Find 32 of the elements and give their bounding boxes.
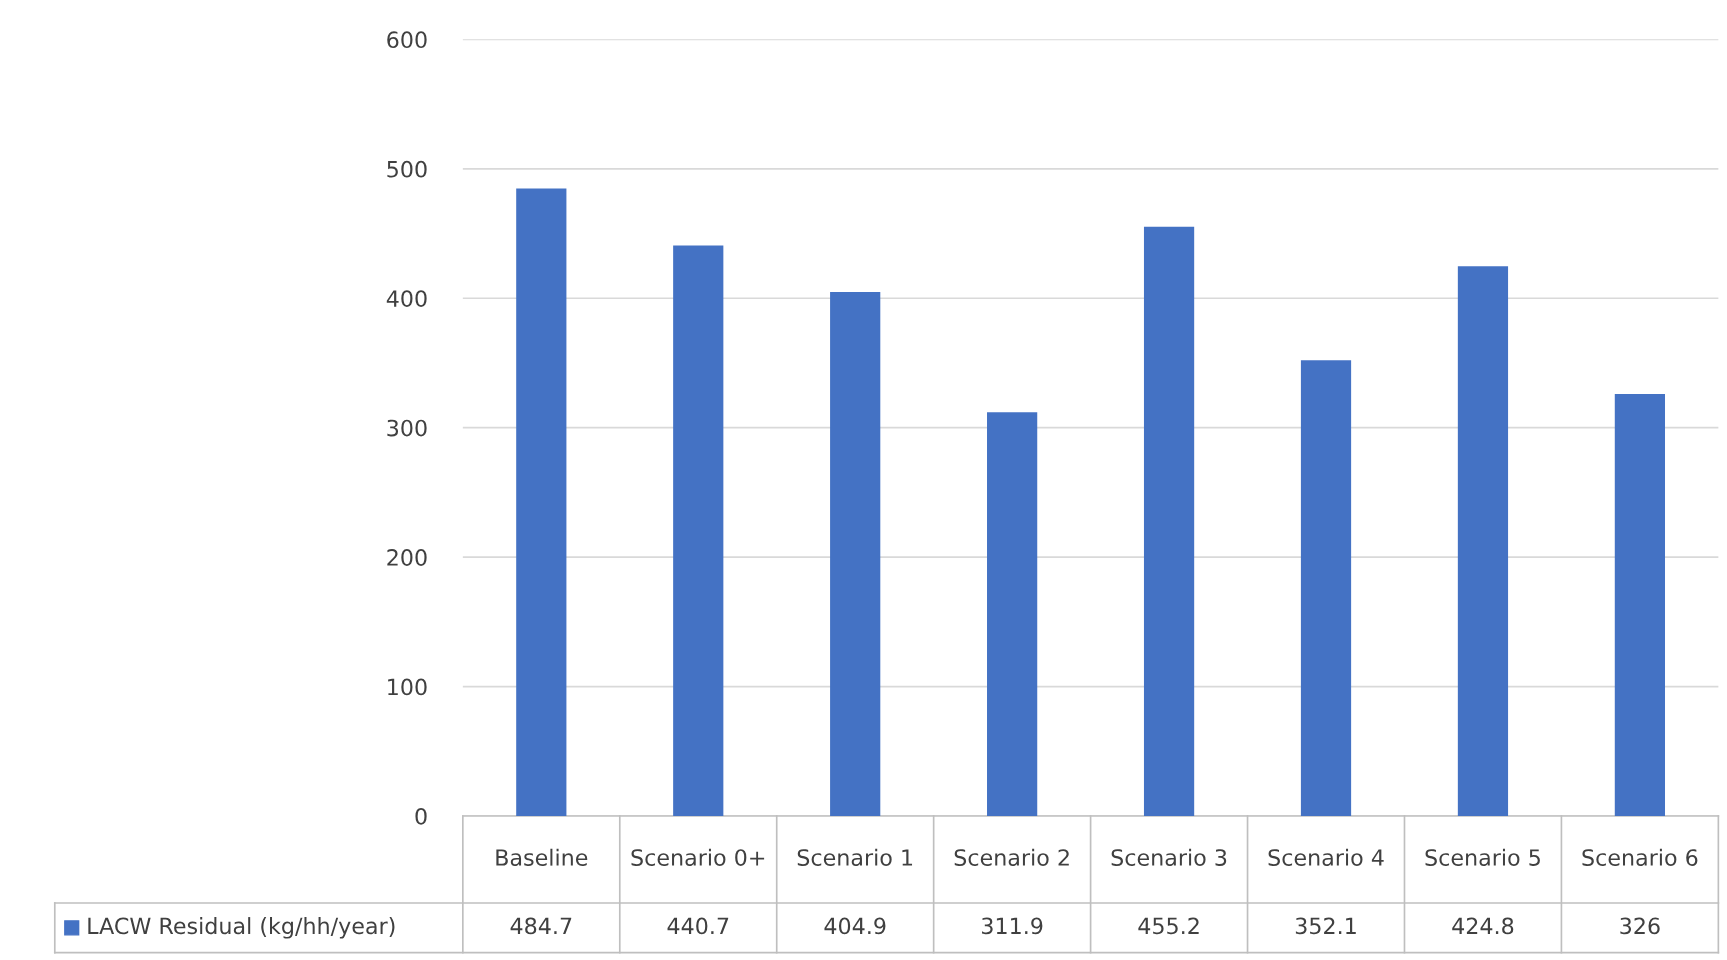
x-tick-label: Scenario 6: [1582, 848, 1698, 866]
y-tick-label: 100: [388, 678, 427, 696]
bar: [1614, 394, 1666, 816]
y-tick-label: 0: [415, 807, 427, 825]
x-tick-label: Scenario 0+: [631, 848, 765, 866]
legend-label: LACW Residual (kg/hh/year): [88, 917, 395, 939]
x-tick-label: Baseline: [496, 848, 588, 866]
data-label: 311.9: [982, 917, 1043, 935]
bar: [673, 245, 724, 816]
bar: [1457, 266, 1509, 816]
y-tick-label: 200: [387, 549, 427, 566]
y-tick-label: 300: [387, 419, 427, 437]
bar: [1300, 360, 1352, 816]
bar: [830, 291, 881, 816]
data-label: 326: [1620, 917, 1660, 935]
data-label: 424.8: [1452, 917, 1514, 935]
x-tick-label: Scenario 4: [1268, 848, 1384, 866]
data-label: 484.7: [510, 917, 572, 935]
y-tick-label: 600: [387, 31, 427, 49]
data-label: 352.1: [1295, 917, 1356, 935]
bar: [1143, 226, 1195, 816]
y-tick-label: 400: [386, 290, 427, 307]
data-label: 404.9: [824, 917, 886, 935]
bar: [987, 412, 1038, 816]
bar: [516, 188, 567, 816]
data-label: 455.2: [1138, 917, 1199, 935]
x-tick-label: Scenario 1: [797, 848, 913, 866]
x-tick-label: Scenario 5: [1425, 848, 1540, 866]
x-tick-label: Scenario 2: [954, 848, 1069, 866]
x-tick-label: Scenario 3: [1111, 848, 1227, 866]
data-label: 440.7: [667, 917, 729, 935]
y-tick-label: 500: [387, 160, 427, 178]
